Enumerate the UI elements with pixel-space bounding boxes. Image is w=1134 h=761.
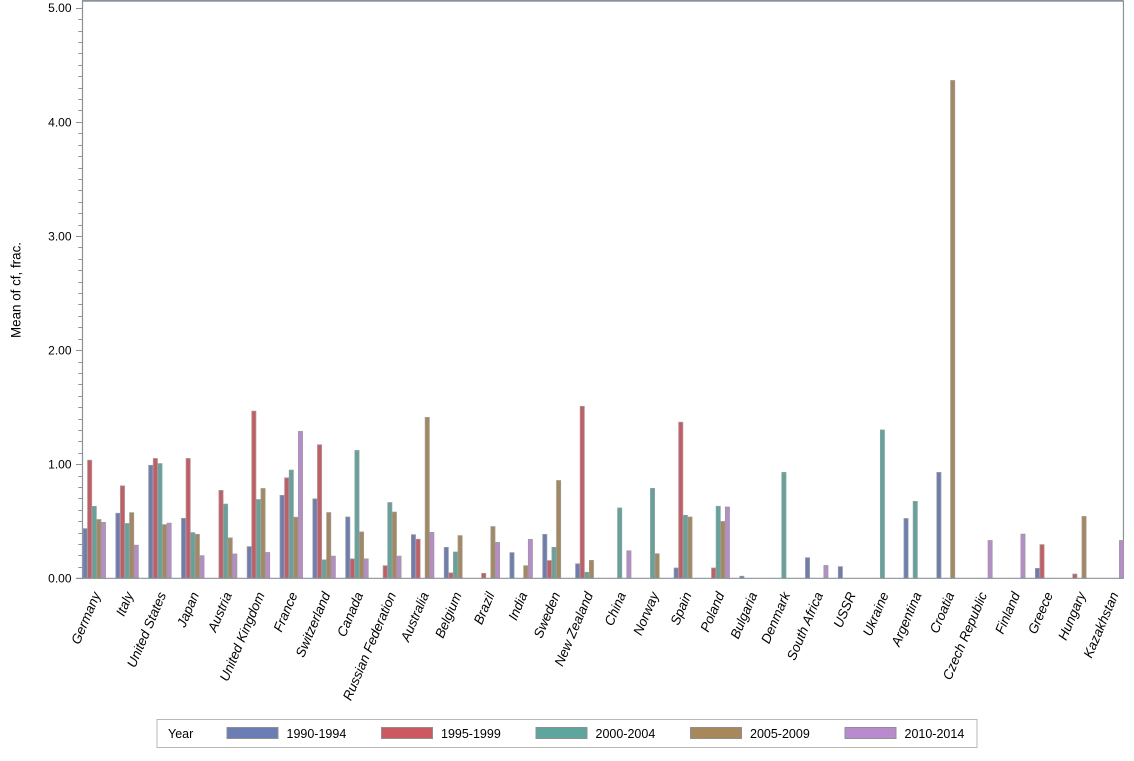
svg-text:1990-1994: 1990-1994 (287, 727, 347, 741)
svg-text:1995-1999: 1995-1999 (441, 727, 501, 741)
svg-text:5.00: 5.00 (48, 1, 72, 15)
svg-text:2.00: 2.00 (48, 344, 72, 358)
svg-text:3.00: 3.00 (48, 229, 72, 243)
svg-text:4.00: 4.00 (48, 115, 72, 129)
svg-text:Mean of cf, frac.: Mean of cf, frac. (9, 242, 24, 338)
svg-text:2005-2009: 2005-2009 (750, 727, 810, 741)
svg-text:0.00: 0.00 (48, 572, 72, 586)
svg-text:2010-2014: 2010-2014 (905, 727, 965, 741)
svg-text:Year: Year (168, 727, 193, 741)
svg-text:2000-2004: 2000-2004 (596, 727, 656, 741)
svg-text:1.00: 1.00 (48, 458, 72, 472)
